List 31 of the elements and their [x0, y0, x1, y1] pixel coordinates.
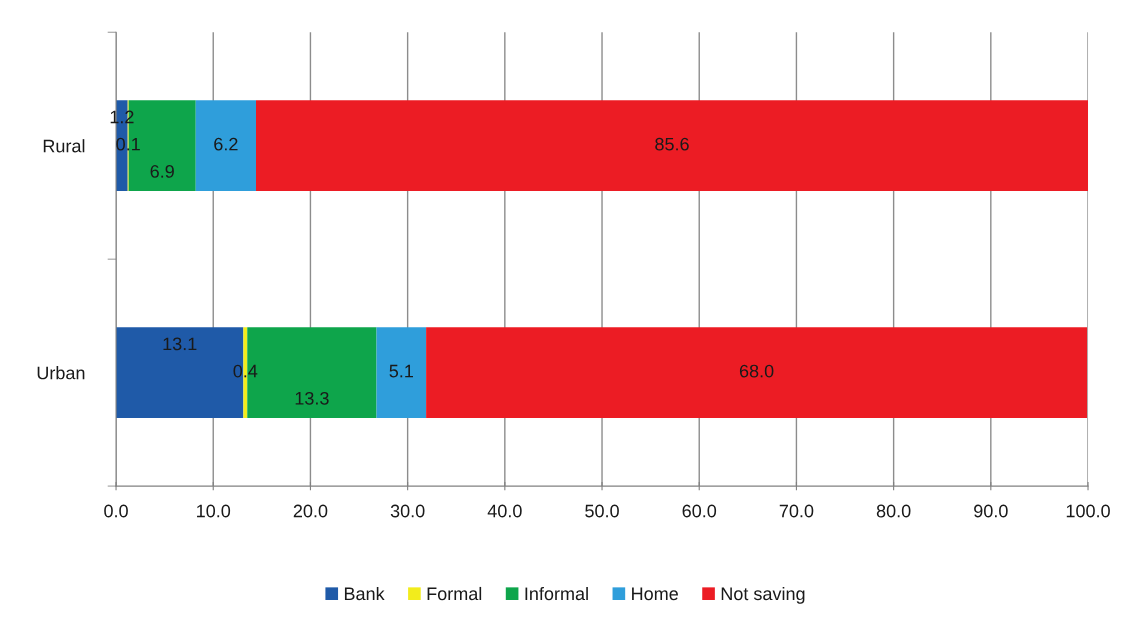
x-tick-label: 60.0	[682, 504, 717, 518]
data-label: 6.2	[214, 137, 238, 151]
y-tick-label: Rural	[43, 139, 85, 153]
bar	[426, 327, 1088, 418]
data-label: 0.4	[233, 364, 258, 378]
x-tick-label: 80.0	[876, 504, 911, 518]
data-label: 5.1	[389, 364, 413, 378]
legend-label: Bank	[344, 586, 385, 601]
x-tick-label: 50.0	[585, 504, 619, 518]
bar	[256, 100, 1089, 192]
bar	[195, 100, 257, 192]
data-label: 13.1	[163, 337, 197, 351]
data-label: 68.0	[739, 364, 774, 378]
data-label: 1.2	[110, 110, 134, 124]
legend-label: Informal	[525, 586, 588, 601]
x-tick-label: 0.0	[104, 504, 128, 518]
x-tick-label: 70.0	[779, 504, 814, 518]
x-tick-label: 90.0	[974, 504, 1008, 518]
data-label: 6.9	[150, 164, 174, 178]
x-tick-label: 30.0	[390, 504, 425, 518]
data-label: 13.3	[295, 391, 329, 405]
x-tick-label: 40.0	[487, 504, 522, 518]
x-tick-label: 100.0	[1066, 504, 1110, 518]
y-tick-label: Urban	[37, 366, 85, 380]
legend-label: Home	[632, 587, 678, 601]
legend-label: Formal	[427, 586, 482, 601]
x-tick-label: 10.0	[197, 504, 231, 518]
legend-label: Not saving	[721, 586, 805, 604]
bar	[376, 327, 427, 418]
x-tick-label: 20.0	[293, 504, 328, 518]
data-label: 85.6	[655, 137, 689, 151]
